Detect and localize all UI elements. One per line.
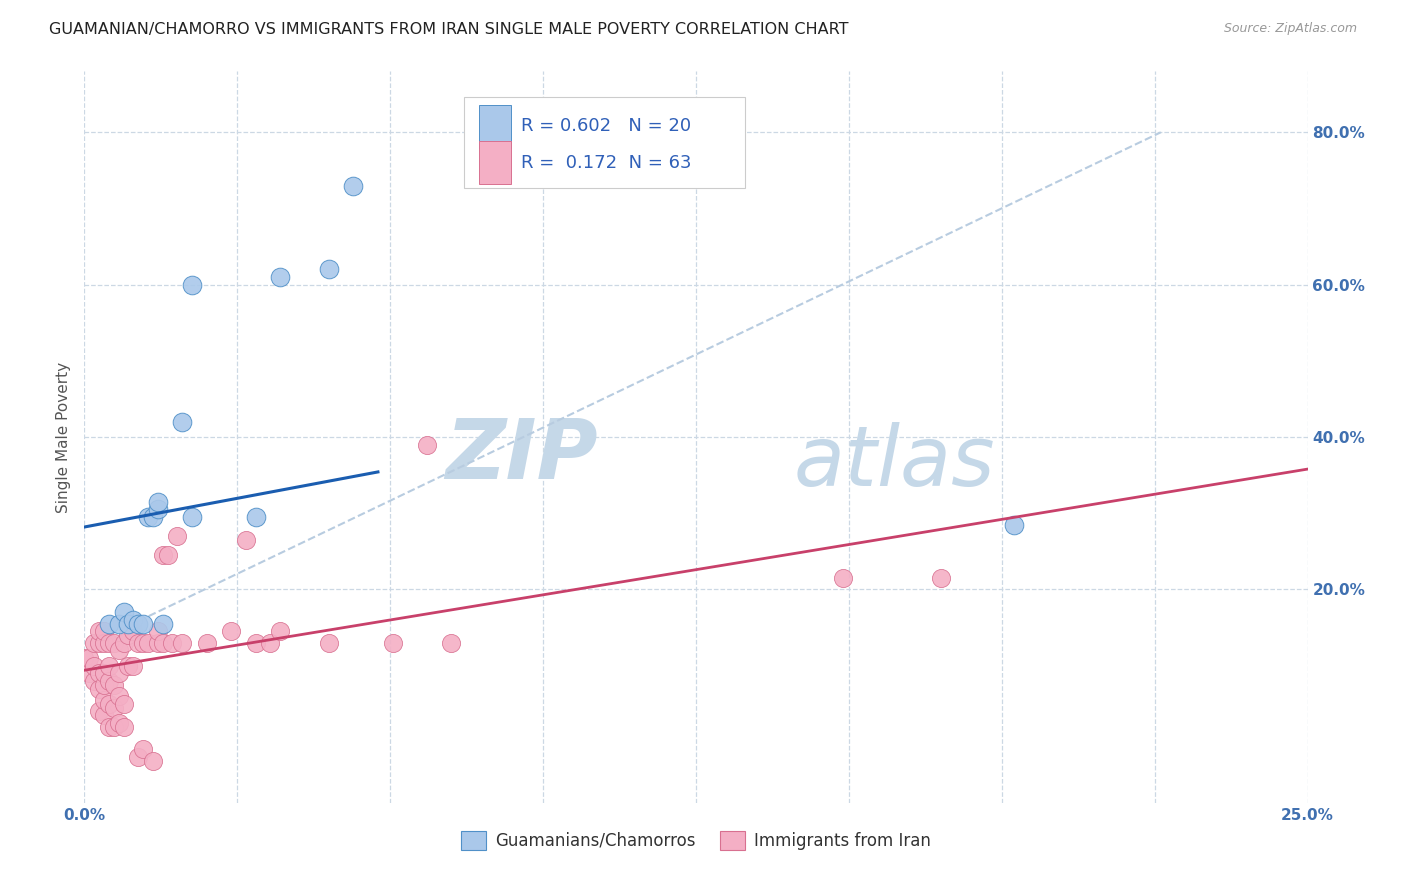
Point [318, 636, 340, 650]
FancyBboxPatch shape [479, 104, 512, 148]
Point [97, 673, 120, 688]
Point [127, 750, 149, 764]
Point [83, 658, 105, 673]
Text: ZIP: ZIP [446, 415, 598, 496]
Point [103, 720, 125, 734]
Point [73, 651, 96, 665]
Point [122, 613, 145, 627]
Point [112, 605, 135, 619]
Point [1002, 517, 1025, 532]
Text: Source: ZipAtlas.com: Source: ZipAtlas.com [1223, 22, 1357, 36]
Point [195, 636, 218, 650]
Point [245, 510, 267, 524]
Point [181, 510, 204, 524]
Point [181, 277, 204, 292]
Point [156, 548, 179, 562]
Point [103, 700, 125, 714]
Point [93, 693, 115, 707]
Point [112, 636, 135, 650]
Y-axis label: Single Male Poverty: Single Male Poverty [56, 361, 72, 513]
Point [127, 616, 149, 631]
Point [87, 636, 110, 650]
Text: GUAMANIAN/CHAMORRO VS IMMIGRANTS FROM IRAN SINGLE MALE POVERTY CORRELATION CHART: GUAMANIAN/CHAMORRO VS IMMIGRANTS FROM IR… [49, 22, 849, 37]
Point [381, 636, 404, 650]
FancyBboxPatch shape [464, 97, 745, 188]
Point [136, 510, 159, 524]
Point [87, 666, 110, 681]
Point [93, 636, 115, 650]
Point [117, 628, 139, 642]
Point [152, 548, 174, 562]
Point [112, 720, 135, 734]
Point [416, 438, 439, 452]
Legend: Guamanians/Chamorros, Immigrants from Iran: Guamanians/Chamorros, Immigrants from Ir… [454, 824, 938, 856]
Point [117, 658, 139, 673]
Point [132, 616, 155, 631]
Point [83, 673, 105, 688]
Point [172, 636, 194, 650]
Point [152, 616, 174, 631]
Point [97, 720, 120, 734]
Point [97, 636, 120, 650]
Point [132, 742, 155, 756]
Text: R =  0.172  N = 63: R = 0.172 N = 63 [522, 153, 692, 172]
Text: R = 0.602   N = 20: R = 0.602 N = 20 [522, 117, 692, 136]
Point [269, 270, 291, 285]
Point [107, 666, 129, 681]
Point [245, 636, 267, 650]
Point [146, 636, 169, 650]
Point [146, 624, 169, 639]
Point [269, 624, 291, 639]
Point [97, 697, 120, 711]
Point [127, 636, 149, 650]
Point [162, 636, 184, 650]
Point [172, 415, 194, 429]
Point [132, 636, 155, 650]
Point [97, 658, 120, 673]
Point [122, 624, 145, 639]
Point [929, 571, 952, 585]
Point [152, 636, 174, 650]
Text: atlas: atlas [794, 422, 995, 503]
Point [259, 636, 281, 650]
Point [77, 666, 100, 681]
Point [103, 678, 125, 692]
Point [146, 495, 169, 509]
Point [107, 643, 129, 657]
Point [831, 571, 853, 585]
Point [117, 616, 139, 631]
Point [146, 502, 169, 516]
Point [342, 178, 364, 193]
Point [166, 529, 188, 543]
Point [93, 624, 115, 639]
Point [87, 681, 110, 696]
Point [77, 651, 100, 665]
FancyBboxPatch shape [479, 141, 512, 185]
Point [93, 666, 115, 681]
Point [87, 624, 110, 639]
Point [83, 636, 105, 650]
Point [93, 678, 115, 692]
Point [107, 616, 129, 631]
Point [235, 533, 257, 547]
Point [440, 636, 463, 650]
Point [122, 658, 145, 673]
Point [87, 705, 110, 719]
Point [142, 510, 165, 524]
Point [107, 689, 129, 703]
Point [112, 697, 135, 711]
Point [103, 636, 125, 650]
Point [318, 262, 340, 277]
Point [142, 754, 165, 768]
Point [107, 715, 129, 730]
Point [93, 708, 115, 723]
Point [136, 636, 159, 650]
Point [219, 624, 242, 639]
Point [97, 616, 120, 631]
